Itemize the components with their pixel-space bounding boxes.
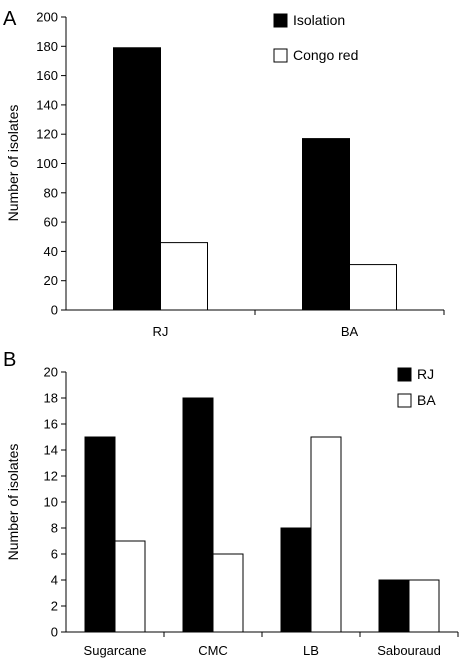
bar-congo-red: [160, 242, 208, 311]
y-tick-label: 40: [44, 244, 58, 259]
category-label: Sugarcane: [84, 643, 147, 658]
legend-swatch: [273, 48, 288, 63]
legend-label: BA: [417, 392, 436, 408]
category-label: CMC: [198, 643, 228, 658]
y-tick-label: 6: [51, 547, 58, 562]
y-tick-label: 10: [44, 495, 58, 510]
legend-swatch: [397, 367, 412, 382]
bar-ba: [408, 579, 440, 633]
bar-rj: [378, 579, 410, 633]
bar-isolation: [113, 47, 161, 311]
y-tick-label: 60: [44, 215, 58, 230]
y-tick-label: 4: [51, 573, 58, 588]
bar-isolation: [302, 138, 350, 311]
y-tick-label: 0: [51, 303, 58, 318]
y-tick-label: 16: [44, 417, 58, 432]
y-tick-label: 80: [44, 185, 58, 200]
y-tick-label: 100: [36, 156, 58, 171]
bar-rj: [84, 436, 116, 633]
y-tick-label: 20: [44, 273, 58, 288]
y-tick-label: 18: [44, 391, 58, 406]
y-tick-label: 160: [36, 68, 58, 83]
legend-label: Isolation: [293, 12, 345, 28]
y-tick-label: 20: [44, 365, 58, 380]
legend-swatch: [273, 13, 288, 28]
bar-rj: [280, 527, 312, 633]
y-tick-label: 8: [51, 521, 58, 536]
bar-ba: [310, 436, 342, 633]
legend-label: Congo red: [293, 47, 358, 63]
legend-label: RJ: [417, 366, 434, 382]
bar-ba: [212, 553, 244, 633]
bar-ba: [114, 540, 146, 633]
panel-label: B: [3, 349, 16, 371]
y-tick-label: 140: [36, 97, 58, 112]
y-axis-title: Number of isolates: [5, 105, 21, 222]
category-label: RJ: [153, 324, 169, 339]
y-tick-label: 14: [44, 443, 58, 458]
category-label: LB: [303, 643, 319, 658]
panel-label: A: [3, 8, 17, 30]
bar-congo-red: [349, 264, 397, 311]
category-label: BA: [341, 324, 359, 339]
y-tick-label: 12: [44, 469, 58, 484]
bar-rj: [182, 397, 214, 633]
legend-swatch: [397, 393, 412, 408]
y-tick-label: 0: [51, 625, 58, 640]
category-label: Sabouraud: [377, 643, 441, 658]
y-tick-label: 2: [51, 599, 58, 614]
y-axis-title: Number of isolates: [5, 444, 21, 561]
y-tick-label: 180: [36, 39, 58, 54]
y-tick-label: 200: [36, 10, 58, 25]
y-tick-label: 120: [36, 127, 58, 142]
